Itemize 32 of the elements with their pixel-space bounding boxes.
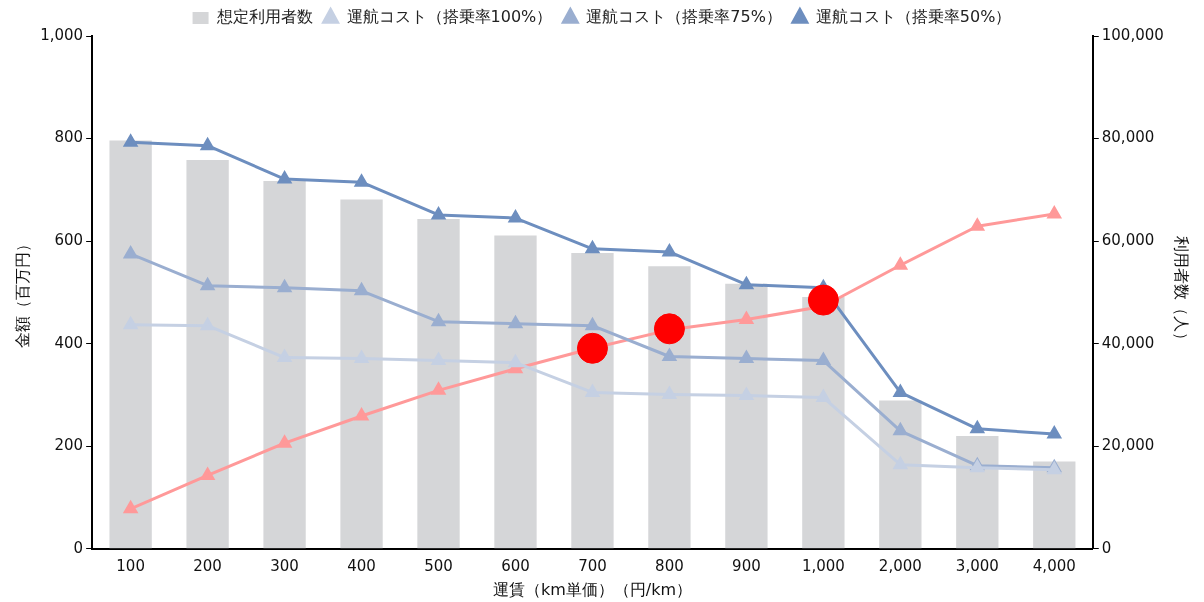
y-axis-title: 金額（百万円）	[12, 236, 32, 349]
x-tick-label: 600	[501, 556, 530, 575]
x-tick-label: 400	[347, 556, 376, 575]
y2-tick-label: 40,000	[1101, 333, 1155, 352]
y-tick-label: 1,000	[40, 25, 84, 44]
y-tick-label: 600	[54, 231, 84, 250]
y2-tick-label: 60,000	[1101, 231, 1155, 250]
legend-label: 運航コスト（搭乗率50%）	[815, 7, 1012, 27]
legend-label: 想定利用者数	[215, 7, 313, 27]
x-tick-label: 800	[655, 556, 684, 575]
y2-tick-label: 100,000	[1101, 25, 1164, 44]
x-tick-label: 2,000	[878, 556, 922, 575]
x-tick-label: 3,000	[955, 556, 999, 575]
legend-label: 運航コスト（搭乗率75%）	[586, 7, 782, 27]
x-tick-label: 900	[732, 556, 761, 575]
y-tick-label: 0	[73, 538, 84, 557]
x-tick-label: 500	[424, 556, 453, 575]
x-axis-title: 運賃（km単価）（円/km）	[492, 579, 692, 599]
x-tick-label: 100	[116, 556, 145, 575]
x-tick-label: 700	[578, 556, 607, 575]
y2-tick-label: 20,000	[1101, 436, 1155, 455]
y2-axis-title: 利用者数（人）	[1172, 236, 1192, 349]
x-tick-label: 300	[270, 556, 299, 575]
y-tick-label: 800	[54, 128, 84, 147]
legend-label: 運航コスト（搭乗率100%）	[346, 7, 553, 27]
y-tick-label: 200	[54, 436, 84, 455]
y2-tick-label: 0	[1101, 538, 1112, 557]
x-tick-label: 4,000	[1032, 556, 1076, 575]
y-tick-label: 400	[54, 333, 84, 352]
x-tick-label: 200	[193, 556, 222, 575]
x-tick-label: 1,000	[801, 556, 845, 575]
y2-tick-label: 80,000	[1101, 128, 1155, 147]
